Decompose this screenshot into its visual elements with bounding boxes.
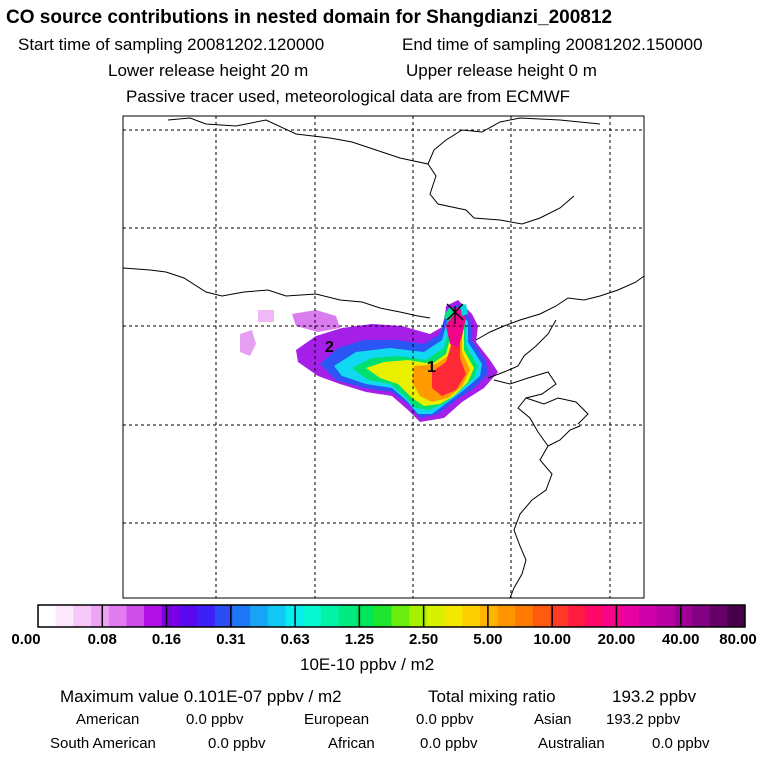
colorbar-tick-label: 0.00 (11, 631, 41, 648)
colorbar-cell (320, 605, 339, 627)
colorbar-cell (709, 605, 728, 627)
colorbar-tick-label: 1.25 (344, 631, 374, 648)
lat-lon-grid (123, 116, 644, 598)
plume-patch (460, 304, 468, 316)
colorbar-cell (250, 605, 269, 627)
colorbar-cell (409, 605, 428, 627)
colorbar-cell (55, 605, 74, 627)
colorbar-tick-label: 40.00 (661, 631, 700, 648)
colorbar-cell (73, 605, 92, 627)
region-value: 0.0 ppbv (416, 711, 474, 728)
plume-fragment (258, 310, 274, 322)
map-panel: 1 2 (122, 115, 645, 599)
colorbar-tick-label: 0.31 (216, 631, 246, 648)
colorbar-tick-label: 0.08 (87, 631, 117, 648)
colorbar-cell (568, 605, 587, 627)
lower-release-height-label: Lower release height 20 m (108, 61, 309, 80)
map-title: CO source contributions in nested domain… (6, 7, 613, 28)
region-value: 0.0 ppbv (208, 735, 266, 752)
colorbar-cell (214, 605, 233, 627)
region-value: 0.0 ppbv (420, 735, 478, 752)
total-mixing-ratio-value: 193.2 ppbv (612, 687, 697, 706)
colorbar (37, 604, 746, 628)
region-value: 0.0 ppbv (186, 711, 244, 728)
colorbar-cell (91, 605, 110, 627)
upper-release-height-label: Upper release height 0 m (406, 61, 597, 80)
colorbar-tick-label: 20.00 (597, 631, 636, 648)
colorbar-cell (532, 605, 552, 627)
colorbar-cell (391, 605, 410, 627)
colorbar-cell (603, 605, 622, 627)
colorbar-tick-label: 2.50 (409, 631, 439, 648)
colorbar-cell (356, 605, 375, 627)
region-value: 193.2 ppbv (606, 711, 681, 728)
colorbar-cell (638, 605, 658, 627)
source-marker-2: 2 (325, 339, 334, 356)
region-name: African (328, 735, 375, 752)
colorbar-cell (550, 605, 569, 627)
colorbar-cell (338, 605, 357, 627)
colorbar-cell (426, 605, 446, 627)
colorbar-cell (267, 605, 286, 627)
source-marker-1: 1 (427, 359, 436, 376)
colorbar-cell (144, 605, 163, 627)
coastlines (122, 117, 645, 599)
colorbar-cell (303, 605, 322, 627)
colorbar-cell (479, 605, 499, 627)
colorbar-cell (197, 605, 216, 627)
plume-fragment (240, 330, 256, 356)
colorbar-cell (161, 605, 180, 627)
colorbar-cell (462, 605, 481, 627)
tracer-note: Passive tracer used, meteorological data… (126, 87, 571, 106)
region-value: 0.0 ppbv (652, 735, 710, 752)
colorbar-cell (38, 605, 57, 627)
colorbar-cells (38, 605, 746, 627)
colorbar-cell (179, 605, 198, 627)
colorbar-tick-label: 5.00 (473, 631, 503, 648)
colorbar-cell (108, 605, 127, 627)
colorbar-cell (373, 605, 392, 627)
colorbar-cell (497, 605, 516, 627)
colorbar-cell (515, 605, 534, 627)
region-name: American (76, 711, 140, 728)
colorbar-tick-label: 10.00 (533, 631, 571, 648)
colorbar-unit: 10E-10 ppbv / m2 (300, 655, 435, 674)
end-time-label: End time of sampling 20081202.150000 (402, 35, 703, 54)
colorbar-dividers (101, 605, 682, 627)
colorbar-tick-label: 0.16 (151, 631, 182, 648)
colorbar-tick-label: 80.00 (719, 631, 757, 648)
colorbar-cell (232, 605, 251, 627)
region-name: Asian (534, 711, 572, 728)
station-cross-icon (446, 303, 464, 324)
colorbar-cell (656, 605, 675, 627)
colorbar-cell (621, 605, 640, 627)
start-time-label: Start time of sampling 20081202.120000 (18, 35, 325, 54)
region-name: South American (50, 735, 156, 752)
region-name: Australian (538, 735, 605, 752)
colorbar-cell (727, 605, 746, 627)
region-name: European (304, 711, 370, 728)
colorbar-cell (585, 605, 605, 627)
colorbar-cell (691, 605, 711, 627)
max-value-label: Maximum value 0.101E-07 ppbv / m2 (60, 687, 342, 706)
colorbar-cell (126, 605, 145, 627)
colorbar-cell (444, 605, 463, 627)
colorbar-tick-label: 0.63 (280, 631, 310, 648)
total-mixing-ratio-label: Total mixing ratio (428, 687, 556, 706)
colorbar-frame (37, 604, 746, 628)
plume-patch (444, 306, 454, 322)
plume-field (240, 300, 498, 422)
colorbar-cell (674, 605, 693, 627)
